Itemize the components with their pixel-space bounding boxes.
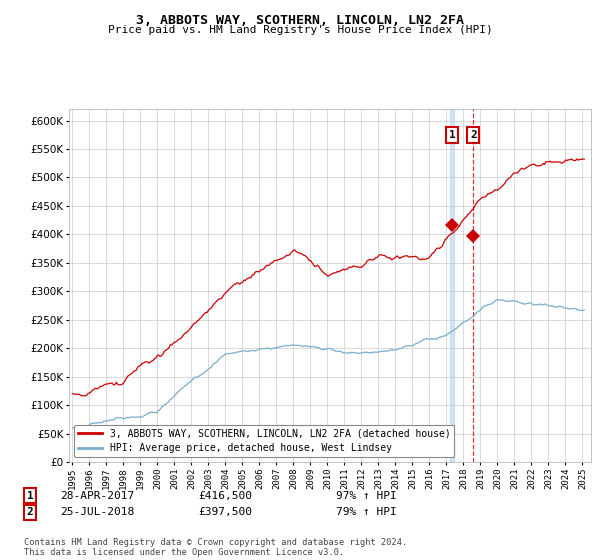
Bar xyxy=(450,109,454,462)
Text: 79% ↑ HPI: 79% ↑ HPI xyxy=(336,507,397,517)
Legend: 3, ABBOTS WAY, SCOTHERN, LINCOLN, LN2 2FA (detached house), HPI: Average price, : 3, ABBOTS WAY, SCOTHERN, LINCOLN, LN2 2F… xyxy=(74,424,454,457)
Text: 28-APR-2017: 28-APR-2017 xyxy=(60,491,134,501)
Text: £416,500: £416,500 xyxy=(198,491,252,501)
Text: 25-JUL-2018: 25-JUL-2018 xyxy=(60,507,134,517)
Text: 2: 2 xyxy=(470,130,477,140)
Text: £397,500: £397,500 xyxy=(198,507,252,517)
Text: 97% ↑ HPI: 97% ↑ HPI xyxy=(336,491,397,501)
Text: 1: 1 xyxy=(449,130,455,140)
Text: Contains HM Land Registry data © Crown copyright and database right 2024.
This d: Contains HM Land Registry data © Crown c… xyxy=(24,538,407,557)
Text: 1: 1 xyxy=(26,491,34,501)
Text: 2: 2 xyxy=(26,507,34,517)
Text: Price paid vs. HM Land Registry's House Price Index (HPI): Price paid vs. HM Land Registry's House … xyxy=(107,25,493,35)
Text: 3, ABBOTS WAY, SCOTHERN, LINCOLN, LN2 2FA: 3, ABBOTS WAY, SCOTHERN, LINCOLN, LN2 2F… xyxy=(136,14,464,27)
